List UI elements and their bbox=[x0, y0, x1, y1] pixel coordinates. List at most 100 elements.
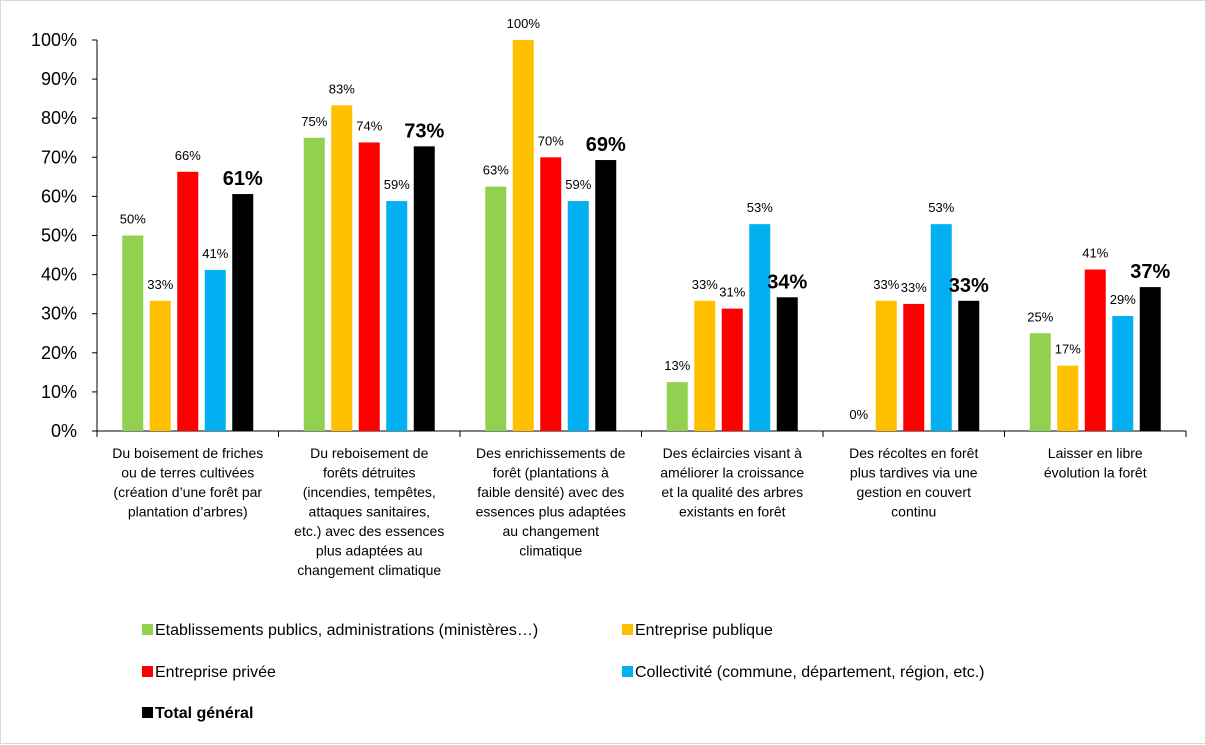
category-label-line: plus tardives via une bbox=[850, 465, 978, 481]
data-label: 63% bbox=[483, 163, 509, 178]
bar bbox=[694, 300, 716, 431]
y-tick-label: 50% bbox=[41, 226, 77, 246]
legend-label: Etablissements publics, administrations … bbox=[155, 622, 538, 639]
bar bbox=[303, 137, 325, 431]
bar bbox=[1084, 269, 1106, 431]
legend-label: Total général bbox=[155, 705, 253, 722]
category-label-line: etc.) avec des essences bbox=[294, 523, 444, 539]
category-label-line: (création d’une forêt par bbox=[113, 484, 262, 500]
legend-item: Etablissements publics, administrations … bbox=[142, 622, 538, 639]
legend-swatch bbox=[142, 624, 153, 635]
data-label: 41% bbox=[202, 246, 228, 261]
bar bbox=[122, 235, 144, 431]
legend-swatch bbox=[622, 624, 633, 635]
data-label: 33% bbox=[147, 277, 173, 292]
data-label: 41% bbox=[1082, 246, 1108, 261]
legend-item: Collectivité (commune, département, régi… bbox=[622, 664, 984, 681]
category-label-line: ou de terres cultivées bbox=[121, 465, 254, 481]
data-label-total: 34% bbox=[767, 271, 807, 293]
data-label: 59% bbox=[384, 177, 410, 192]
legend-label: Entreprise publique bbox=[635, 622, 773, 639]
data-label: 70% bbox=[538, 133, 564, 148]
bar bbox=[666, 382, 688, 431]
bar bbox=[232, 194, 254, 431]
bar bbox=[358, 142, 380, 431]
category-label-line: existants en forêt bbox=[679, 504, 786, 520]
legend-swatch bbox=[622, 666, 633, 677]
data-label: 100% bbox=[507, 16, 541, 31]
legend-swatch bbox=[142, 666, 153, 677]
data-label: 33% bbox=[692, 277, 718, 292]
y-tick-label: 10% bbox=[41, 382, 77, 402]
legend-label: Collectivité (commune, département, régi… bbox=[635, 664, 984, 681]
category-label: Laisser en libre évolution la forêt bbox=[1044, 445, 1147, 481]
category-label-line: (incendies, tempêtes, bbox=[303, 484, 436, 500]
data-label-total: 61% bbox=[223, 168, 263, 190]
data-label: 29% bbox=[1110, 292, 1136, 307]
bars bbox=[122, 40, 1161, 432]
category-label-line: essences plus adaptées bbox=[476, 504, 626, 520]
data-label: 75% bbox=[301, 114, 327, 129]
category-label: Du boisement de friches ou de terres cult… bbox=[112, 445, 263, 520]
category-label-line: et la qualité des arbres bbox=[661, 484, 803, 500]
data-label-total: 73% bbox=[404, 120, 444, 142]
y-tick-label: 100% bbox=[31, 30, 77, 50]
bar bbox=[721, 308, 743, 431]
data-label: 0% bbox=[849, 407, 868, 422]
data-label: 13% bbox=[664, 358, 690, 373]
category-label-line: attaques sanitaires, bbox=[309, 504, 430, 520]
bar bbox=[1029, 333, 1051, 431]
data-label-total: 33% bbox=[949, 275, 989, 297]
bar bbox=[485, 186, 507, 431]
legend: Etablissements publics, administrations … bbox=[142, 622, 984, 722]
data-labels: 50% 33% 66% 41% 61% 75% 83% 74% 59% 73% 63% 100% 70%… bbox=[120, 16, 1171, 422]
data-label: 33% bbox=[873, 277, 899, 292]
y-tick-label: 80% bbox=[41, 108, 77, 128]
bar bbox=[930, 224, 952, 431]
category-label-line: Du boisement de friches bbox=[112, 445, 263, 461]
bar bbox=[177, 171, 199, 431]
y-tick-label: 60% bbox=[41, 186, 77, 206]
data-label-total: 69% bbox=[586, 134, 626, 156]
data-label: 50% bbox=[120, 212, 146, 227]
bar bbox=[595, 160, 617, 432]
category-label-line: Laisser en libre bbox=[1048, 445, 1143, 461]
bar bbox=[776, 297, 798, 431]
category-label-line: Des enrichissements de bbox=[476, 445, 626, 461]
category-label-line: au changement bbox=[502, 523, 599, 539]
category-label-line: faible densité) avec des bbox=[477, 484, 624, 500]
category-label: Des enrichissements de forêt (plantations… bbox=[476, 445, 626, 559]
bar bbox=[1057, 365, 1079, 431]
y-tick-label: 0% bbox=[51, 421, 77, 441]
legend-label: Entreprise privée bbox=[155, 664, 276, 681]
bar bbox=[204, 269, 226, 431]
bar bbox=[1112, 316, 1134, 431]
data-label: 33% bbox=[901, 280, 927, 295]
bar bbox=[567, 201, 589, 431]
legend-item: Entreprise publique bbox=[622, 622, 773, 639]
data-label: 53% bbox=[928, 200, 954, 215]
x-axis bbox=[96, 430, 1187, 437]
category-label: Du reboisement de forêts détruites (incend… bbox=[294, 445, 444, 578]
legend-item: Entreprise privée bbox=[142, 664, 276, 681]
bar bbox=[540, 157, 562, 432]
category-label-line: forêt (plantations à bbox=[493, 465, 609, 481]
category-label-line: évolution la forêt bbox=[1044, 465, 1147, 481]
bar bbox=[331, 105, 353, 431]
bar bbox=[875, 300, 897, 431]
data-label-total: 37% bbox=[1130, 261, 1170, 283]
category-label-line: Des éclaircies visant à bbox=[663, 445, 802, 461]
bar bbox=[149, 300, 171, 431]
bar bbox=[958, 300, 980, 431]
y-tick-label: 90% bbox=[41, 69, 77, 89]
category-label-line: Du reboisement de bbox=[310, 445, 429, 461]
category-label-line: climatique bbox=[519, 543, 582, 559]
category-labels: Du boisement de friches ou de terres cult… bbox=[112, 445, 1146, 578]
category-label-line: continu bbox=[891, 504, 936, 520]
data-label: 83% bbox=[329, 81, 355, 96]
data-label: 25% bbox=[1027, 309, 1053, 324]
y-tick-label: 30% bbox=[41, 304, 77, 324]
category-label-line: plantation d’arbres) bbox=[128, 504, 248, 520]
data-label: 17% bbox=[1055, 342, 1081, 357]
